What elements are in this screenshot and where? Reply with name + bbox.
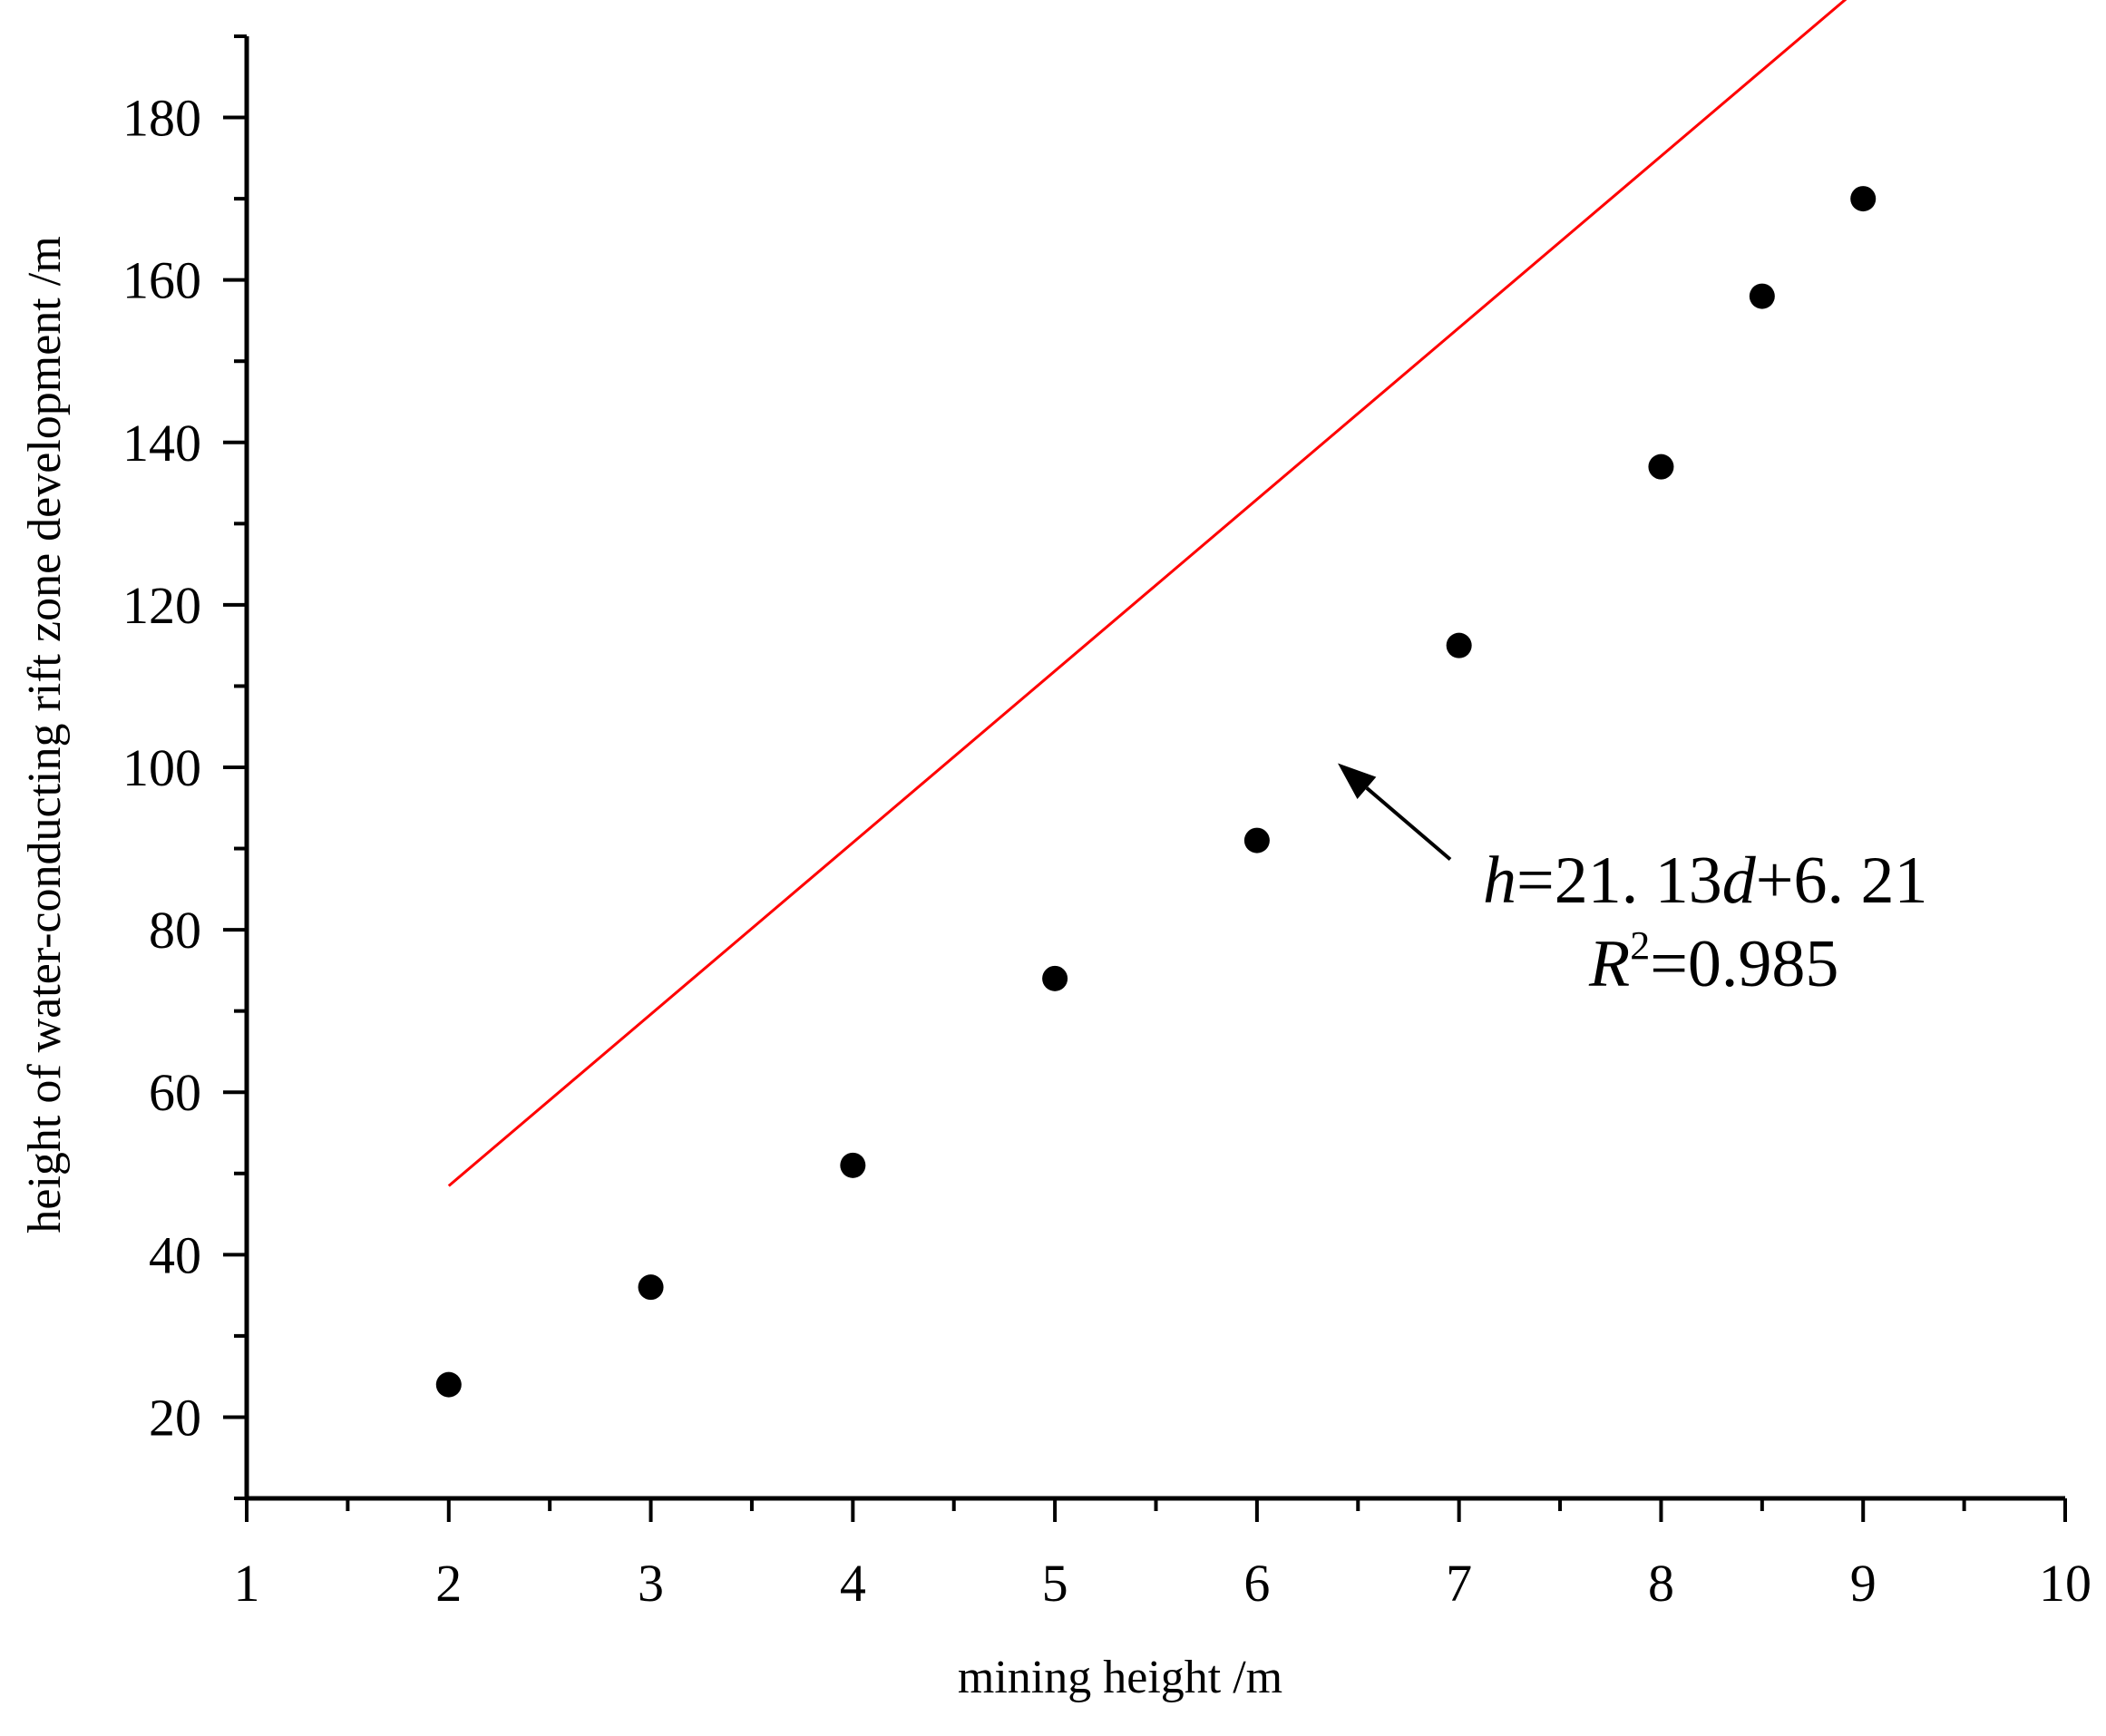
data-point	[638, 1274, 664, 1301]
data-point	[435, 1371, 462, 1398]
x-tick-label: 10	[2039, 1554, 2091, 1613]
fit-annotation: h=21. 13d+6. 21 R2=0.985	[1338, 763, 1927, 1001]
data-point	[840, 1152, 866, 1178]
eq-var-d: d	[1722, 844, 1757, 918]
annotation-arrow	[1365, 786, 1452, 862]
y-axis-title: height of water-conducting rift zone dev…	[19, 236, 71, 1233]
annotation-arrow-head	[1338, 763, 1377, 799]
x-tick-label: 7	[1446, 1554, 1472, 1613]
x-axis-title: mining height /m	[958, 1652, 1282, 1703]
eq-part2: +6. 21	[1756, 844, 1928, 918]
y-tick-label: 40	[149, 1225, 201, 1284]
data-points	[435, 186, 1877, 1398]
data-point	[1243, 827, 1270, 853]
x-tick-label: 4	[840, 1554, 866, 1613]
x-tick-label: 6	[1243, 1554, 1270, 1613]
data-point	[1042, 965, 1068, 991]
y-tick-label: 60	[149, 1063, 201, 1122]
x-tick-label: 1	[234, 1554, 260, 1613]
x-tick-label: 2	[435, 1554, 462, 1613]
y-ticks: 20 40 60 80 100 120 140 160 180	[122, 34, 247, 1500]
fit-equation: h=21. 13d+6. 21	[1483, 844, 1927, 918]
fit-line	[447, 0, 1848, 1187]
y-tick-label: 180	[122, 89, 201, 148]
r2-var-r: R	[1588, 927, 1630, 1001]
data-point	[1850, 186, 1877, 212]
data-point	[1749, 283, 1775, 309]
x-tick-label: 3	[638, 1554, 664, 1613]
data-point	[1446, 632, 1472, 658]
eq-part1: =21. 13	[1516, 844, 1722, 918]
y-tick-label: 20	[149, 1388, 201, 1447]
x-tick-label: 5	[1042, 1554, 1068, 1613]
y-tick-label: 100	[122, 738, 201, 797]
axes: 1 2 3 4 5 6 7 8 9 10 20 40 60 80 100 120 140 160 180	[122, 34, 2091, 1613]
r-squared: R2=0.985	[1588, 923, 1838, 1001]
r2-value: =0.985	[1650, 927, 1838, 1001]
r2-superscript: 2	[1630, 923, 1650, 968]
eq-var-h: h	[1483, 844, 1516, 918]
data-point	[1648, 454, 1674, 480]
y-tick-label: 160	[122, 251, 201, 310]
x-tick-label: 9	[1850, 1554, 1877, 1613]
x-ticks: 1 2 3 4 5 6 7 8 9 10	[234, 1498, 2091, 1613]
x-tick-label: 8	[1648, 1554, 1674, 1613]
y-tick-label: 80	[149, 901, 201, 960]
y-tick-label: 140	[122, 414, 201, 473]
y-tick-label: 120	[122, 576, 201, 635]
